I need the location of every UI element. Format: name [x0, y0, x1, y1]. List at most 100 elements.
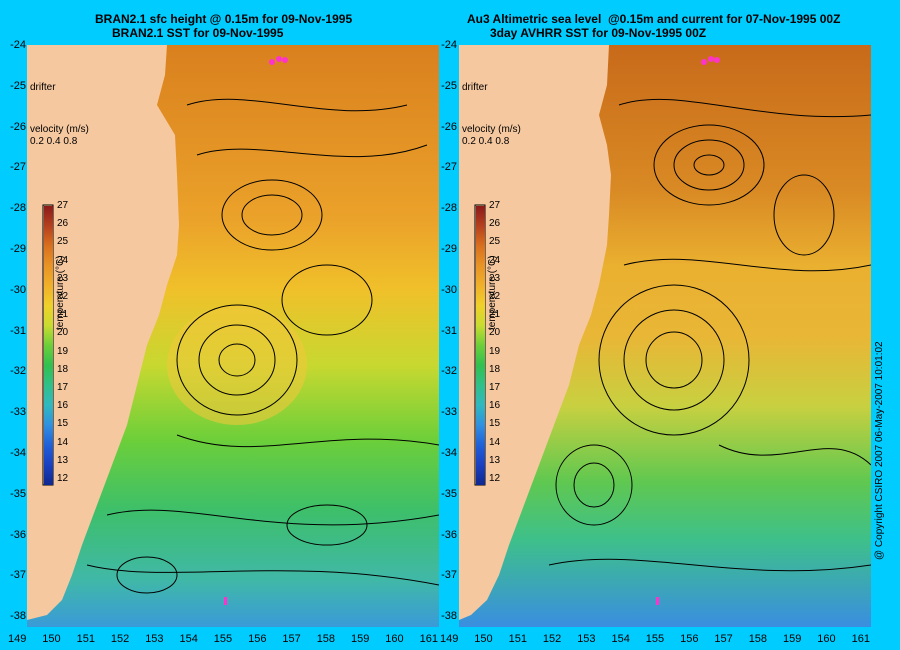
- lon-tick-label: 159: [351, 633, 370, 645]
- colorbar-tick-label: 19: [489, 345, 501, 357]
- colorbar-tick-label: 26: [489, 218, 501, 230]
- colorbar-tick-label: 19: [57, 345, 69, 357]
- lat-tick-label: -32: [10, 365, 26, 378]
- colorbar-tick-label: 13: [57, 454, 69, 466]
- lon-tick-label: 157: [714, 633, 733, 645]
- colorbar-tick-label: 27: [57, 200, 69, 211]
- colorbar-tick-label: 25: [489, 236, 501, 248]
- lat-tick-label: -37: [10, 569, 26, 582]
- lat-tick-label: -35: [441, 487, 457, 500]
- colorbar-tick-label: 20: [489, 327, 501, 339]
- drifter-tracks: [224, 56, 288, 605]
- colorbar-tick-label: 24: [489, 254, 501, 266]
- lon-tick-label: 156: [680, 633, 699, 645]
- colorbar: [42, 204, 54, 486]
- lon-tick-label: 157: [282, 633, 301, 645]
- lon-tick-label: 150: [474, 633, 493, 645]
- lat-tick-label: -30: [441, 283, 457, 296]
- colorbar-tick-label: 16: [489, 400, 501, 412]
- warm-eddy: [167, 305, 307, 425]
- sea-level-contours: [86, 98, 439, 594]
- right-velocity-scale: 0.2 0.4 0.8: [462, 136, 510, 147]
- colorbar-fill: [44, 206, 53, 485]
- land-mass: [459, 45, 611, 620]
- lat-tick-label: -28: [441, 202, 457, 215]
- colorbar-tick-label: 21: [489, 309, 501, 321]
- colorbar-tick-label: 22: [489, 291, 501, 302]
- colorbar-tick-label: 25: [57, 236, 69, 248]
- lon-tick-label: 160: [385, 633, 404, 645]
- lat-tick-label: -36: [10, 528, 26, 541]
- colorbar-tick-label: 26: [57, 218, 69, 230]
- lon-tick-label: 151: [508, 633, 527, 645]
- lon-tick-label: 149: [440, 633, 459, 645]
- right-drifter-label: drifter: [462, 82, 488, 93]
- colorbar-tick-label: 20: [57, 327, 69, 339]
- left-title-line1: BRAN2.1 sfc height @ 0.15m for 09-Nov-19…: [95, 12, 353, 26]
- lon-tick-label: 153: [145, 633, 164, 645]
- colorbar: [474, 204, 486, 486]
- lat-tick-label: -26: [10, 120, 26, 133]
- lon-tick-label: 152: [542, 633, 562, 645]
- sea-level-contours: [548, 98, 871, 572]
- lat-tick-label: -27: [441, 161, 457, 174]
- right-map-svg: [459, 45, 871, 627]
- lat-tick-label: -26: [441, 120, 457, 133]
- lon-tick-label: 149: [8, 633, 27, 645]
- right-title-line1: Au3 Altimetric sea level @0.15m and curr…: [467, 12, 841, 26]
- colorbar-tick-label: 23: [57, 272, 69, 284]
- lat-tick-label: -24: [441, 39, 457, 51]
- lon-tick-label: 151: [76, 633, 95, 645]
- lon-tick-label: 158: [748, 633, 768, 645]
- colorbar-tick-label: 13: [489, 454, 501, 466]
- left-drifter-label: drifter: [30, 82, 56, 93]
- lat-tick-label: -31: [441, 324, 457, 337]
- lat-tick-label: -29: [10, 243, 26, 255]
- lat-tick-label: -31: [10, 324, 26, 337]
- colorbar-tick-label: 24: [57, 254, 69, 266]
- lat-tick-label: -38: [10, 610, 26, 623]
- left-velocity-label: velocity (m/s): [30, 124, 89, 135]
- colorbar-tick-label: 18: [57, 363, 69, 375]
- lat-tick-label: -30: [10, 283, 26, 296]
- lat-tick-label: -29: [441, 243, 457, 255]
- drifter-tracks: [656, 56, 720, 605]
- colorbar-fill: [476, 206, 485, 485]
- lon-tick-label: 155: [645, 633, 665, 645]
- lon-tick-label: 159: [783, 633, 802, 645]
- lon-tick-label: 155: [213, 633, 233, 645]
- lat-tick-label: -37: [441, 569, 457, 582]
- lat-tick-label: -32: [441, 365, 457, 378]
- left-colorbar-title: temperature (°C): [55, 255, 66, 330]
- lon-tick-label: 150: [42, 633, 61, 645]
- copyright-notice: @ Copyright CSIRO 2007 06-May-2007 10:01…: [874, 341, 885, 560]
- land-mass: [27, 45, 179, 620]
- colorbar-tick-label: 23: [489, 272, 501, 284]
- lat-tick-label: -27: [10, 161, 26, 174]
- lon-tick-label: 153: [577, 633, 596, 645]
- colorbar-tick-label: 15: [57, 418, 69, 430]
- colorbar-tick-label: 21: [57, 309, 69, 321]
- lon-tick-label: 154: [611, 633, 630, 645]
- lon-tick-label: 152: [110, 633, 130, 645]
- left-map-svg: [27, 45, 439, 627]
- lat-tick-label: -25: [10, 79, 26, 92]
- lat-tick-label: -38: [441, 610, 457, 623]
- lat-tick-label: -34: [10, 447, 26, 459]
- lat-tick-label: -25: [441, 79, 457, 92]
- lat-tick-label: -28: [10, 202, 26, 215]
- lon-tick-label: 154: [179, 633, 198, 645]
- right-map-panel: [459, 45, 871, 627]
- lon-tick-label: 156: [248, 633, 267, 645]
- left-map-panel: [27, 45, 439, 627]
- left-velocity-scale: 0.2 0.4 0.8: [30, 136, 78, 147]
- lat-tick-label: -36: [441, 528, 457, 541]
- colorbar-tick-label: 15: [489, 418, 501, 430]
- lat-tick-label: -34: [441, 447, 457, 459]
- right-colorbar-title: temperature (°C): [487, 255, 498, 330]
- lon-tick-label: 158: [316, 633, 336, 645]
- lat-tick-label: -35: [10, 487, 26, 500]
- colorbar-tick-label: 14: [489, 436, 501, 448]
- colorbar-tick-label: 18: [489, 363, 501, 375]
- colorbar-tick-label: 12: [57, 473, 69, 484]
